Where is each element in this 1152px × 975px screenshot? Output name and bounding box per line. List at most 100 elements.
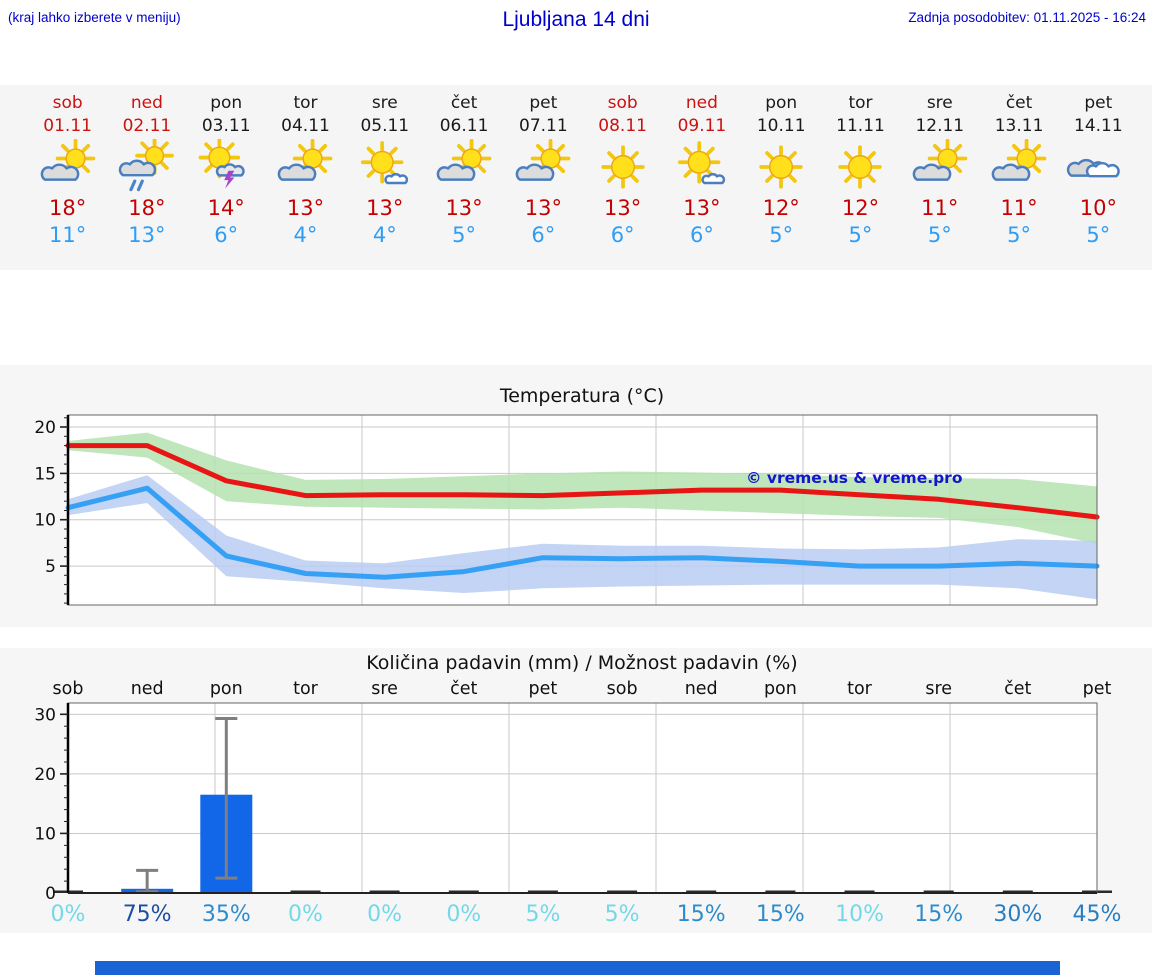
precip-probability: 15% [676, 902, 726, 927]
day-column-01.11[interactable]: sob 01.11 18° 11° [28, 91, 107, 270]
svg-text:sob: sob [607, 679, 638, 699]
day-date: 08.11 [598, 116, 647, 136]
svg-text:čet: čet [1004, 679, 1031, 699]
svg-text:20: 20 [34, 418, 56, 438]
day-tmin: 5° [1086, 223, 1111, 247]
day-column-07.11[interactable]: pet 07.11 13° 6° [504, 91, 583, 270]
day-tmax: 13° [524, 196, 562, 220]
sun-cloud-icon [278, 139, 333, 181]
precipitation-section: Količina padavin (mm) / Možnost padavin … [0, 648, 1152, 933]
day-tmax: 13° [445, 196, 483, 220]
day-column-10.11[interactable]: pon 10.11 12° 5° [742, 91, 821, 270]
day-name: pon [765, 93, 798, 113]
day-name: pon [210, 93, 243, 113]
day-column-02.11[interactable]: ned 02.11 18° 13° [107, 91, 186, 270]
svg-text:ned: ned [131, 679, 164, 699]
day-column-13.11[interactable]: čet 13.11 11° 5° [979, 91, 1058, 270]
precip-probability: 45% [1072, 902, 1122, 927]
day-tmin: 6° [214, 223, 239, 247]
clouds-icon [1067, 158, 1121, 178]
footer-bar [95, 961, 1060, 975]
day-tmin: 5° [452, 223, 476, 247]
day-name: čet [1005, 93, 1033, 113]
day-column-06.11[interactable]: čet 06.11 13° 5° [424, 91, 503, 270]
svg-text:tor: tor [847, 679, 873, 699]
day-column-04.11[interactable]: tor 04.11 13° 4° [266, 91, 345, 270]
sun-cloud-lightning-icon [198, 139, 245, 189]
last-update: Zadnja posodobitev: 01.11.2025 - 16:24 [908, 10, 1146, 25]
day-name: sre [926, 93, 953, 113]
svg-text:sre: sre [925, 679, 952, 699]
day-name: sob [52, 93, 83, 113]
day-tmax: 13° [366, 196, 404, 220]
precip-probability: 5% [604, 902, 640, 927]
precip-probability: 0% [446, 902, 482, 927]
svg-text:5: 5 [45, 557, 56, 577]
sun-cloud-rain-icon [118, 139, 174, 192]
day-date: 03.11 [201, 116, 251, 136]
sun-icon [838, 145, 883, 189]
day-tmin: 13° [128, 223, 166, 247]
day-name: ned [685, 93, 718, 113]
day-date: 01.11 [43, 116, 92, 136]
day-tmin: 11° [49, 223, 87, 247]
day-tmax: 10° [1079, 196, 1117, 220]
day-tmax: 12° [762, 196, 800, 220]
svg-text:10: 10 [34, 824, 56, 844]
day-column-08.11[interactable]: sob 08.11 13° 6° [583, 91, 662, 270]
day-date: 04.11 [281, 116, 330, 136]
menu-hint: (kraj lahko izberete v meniju) [8, 10, 181, 25]
day-name: tor [293, 93, 318, 113]
day-column-11.11[interactable]: tor 11.11 12° 5° [821, 91, 900, 270]
svg-text:tor: tor [293, 679, 319, 699]
svg-text:pon: pon [764, 679, 797, 699]
svg-text:pon: pon [210, 679, 243, 699]
day-tmax: 11° [921, 196, 959, 220]
day-tmax: 13° [286, 196, 325, 220]
day-tmin: 5° [1007, 223, 1031, 247]
svg-text:15: 15 [34, 464, 56, 484]
sun-cloud-icon [912, 139, 968, 181]
precip-probability: 0% [288, 902, 323, 927]
svg-text:pet: pet [1083, 679, 1112, 699]
sun-cloud-icon [516, 139, 571, 181]
day-column-14.11[interactable]: pet 14.11 10° 5° [1059, 91, 1138, 270]
watermark: © vreme.us & vreme.pro [746, 469, 962, 487]
day-date: 05.11 [360, 116, 410, 136]
day-date: 11.11 [836, 116, 885, 136]
sun-cloud-icon [436, 139, 492, 181]
sun-cloud-icon [991, 139, 1047, 181]
day-date: 06.11 [439, 116, 489, 136]
day-tmax: 13° [604, 196, 642, 220]
precip-probability: 15% [755, 902, 805, 927]
day-tmin: 6° [531, 223, 556, 247]
day-date: 07.11 [519, 116, 568, 136]
sun-smallcloud-icon [677, 141, 725, 185]
day-column-12.11[interactable]: sre 12.11 11° 5° [900, 91, 979, 270]
day-tmin: 6° [689, 223, 714, 247]
temperature-section: Temperatura (°C) 5 10 15 20 © vreme.us & vre… [0, 365, 1152, 627]
svg-text:ned: ned [685, 679, 718, 699]
temperature-chart: 5 10 15 20 © vreme.us & vreme.pro [34, 414, 1100, 606]
day-column-09.11[interactable]: ned 09.11 13° 6° [662, 91, 741, 270]
day-tmin: 5° [848, 223, 873, 247]
day-date: 02.11 [122, 116, 172, 136]
day-date: 10.11 [756, 116, 806, 136]
day-tmax: 11° [1000, 196, 1038, 220]
svg-text:0: 0 [45, 884, 56, 900]
day-date: 13.11 [994, 116, 1044, 136]
day-tmax: 12° [841, 196, 880, 220]
svg-text:sre: sre [371, 679, 398, 699]
day-column-05.11[interactable]: sre 05.11 13° 4° [345, 91, 424, 270]
sun-smallcloud-icon [360, 141, 408, 185]
precip-probability: 5% [525, 902, 561, 927]
precip-probability: 10% [835, 902, 884, 927]
day-name: pet [529, 93, 558, 113]
day-date: 14.11 [1074, 116, 1123, 136]
svg-text:sob: sob [53, 679, 84, 699]
day-tmax: 14° [207, 196, 245, 220]
day-column-03.11[interactable]: pon 03.11 14° 6° [187, 91, 266, 270]
day-tmax: 18° [49, 196, 87, 220]
sun-icon [600, 145, 645, 189]
day-date: 12.11 [915, 116, 965, 136]
